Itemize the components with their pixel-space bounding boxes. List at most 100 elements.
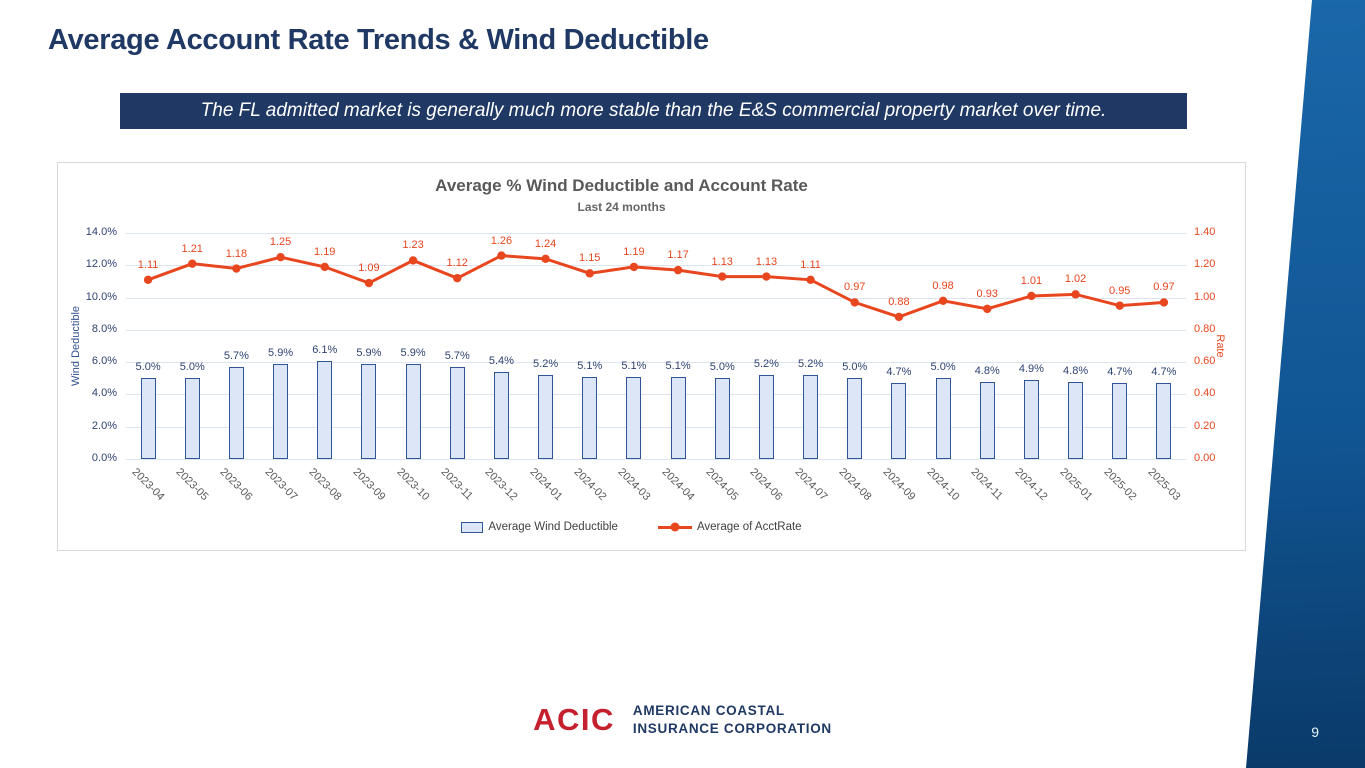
bar-value-label: 5.1% (577, 359, 603, 372)
wind-deductible-bar (1156, 383, 1172, 459)
bar-value-label: 5.0% (930, 361, 956, 374)
wind-deductible-bar (140, 378, 156, 459)
line-swatch-icon (657, 522, 692, 532)
line-point (806, 275, 815, 285)
x-axis-label: 2023-04 (129, 466, 167, 504)
line-marker-icon (670, 522, 680, 532)
line-point (408, 256, 418, 265)
gridline (126, 329, 1186, 331)
bar-swatch-icon (461, 521, 484, 533)
line-value-label: 0.98 (932, 279, 954, 292)
chart-plot-layer: 14.0% 1.40 12.0% 1.20 10.0% 1.00 8.0% 0.80 6.0% 0… (58, 163, 1245, 550)
x-axis-label: 2024-04 (659, 466, 697, 504)
line-value-label: 1.02 (1064, 273, 1087, 286)
right-axis-tick: 0.40 (1194, 387, 1216, 400)
right-axis-tick: 1.20 (1194, 258, 1216, 271)
line-point (1027, 291, 1036, 301)
x-axis-label: 2024-08 (836, 466, 874, 504)
key-message-text: The FL admitted market is generally much… (200, 100, 1107, 121)
wind-deductible-bar (714, 378, 730, 459)
right-axis-tick: 0.60 (1194, 355, 1216, 368)
x-axis-label: 2024-02 (571, 466, 609, 504)
line-point (585, 269, 594, 278)
x-axis-label: 2023-09 (350, 466, 388, 504)
line-value-label: 1.15 (579, 252, 601, 265)
x-axis-label: 2024-11 (968, 466, 1006, 503)
x-axis-label: 2024-05 (703, 466, 741, 504)
wind-deductible-bar (582, 376, 598, 459)
line-point (541, 254, 550, 264)
bar-value-label: 4.9% (1018, 362, 1044, 375)
line-point (276, 253, 285, 262)
left-axis-tick: 0.0% (91, 452, 117, 464)
x-axis-label: 2023-11 (438, 466, 476, 503)
line-value-label: 1.23 (402, 239, 424, 252)
line-point (983, 304, 992, 314)
bar-value-label: 5.0% (179, 361, 205, 374)
wind-deductible-bar (670, 376, 686, 459)
line-point (762, 272, 771, 281)
gridline (126, 297, 1186, 299)
company-name: AMERICAN COASTAL INSURANCE CORPORATION (633, 702, 832, 737)
bar-value-label: 5.7% (223, 349, 249, 362)
company-name-line1: AMERICAN COASTAL (632, 703, 785, 719)
bar-value-label: 5.2% (753, 358, 779, 371)
x-axis-label: 2024-06 (747, 466, 785, 504)
x-axis-label: 2024-09 (880, 466, 918, 504)
x-axis-label: 2023-05 (173, 466, 211, 504)
left-axis-tick: 14.0% (85, 226, 117, 238)
gridline (126, 394, 1186, 396)
line-point (938, 296, 948, 305)
bar-value-label: 4.7% (1151, 366, 1177, 379)
line-value-label: 1.11 (137, 258, 159, 271)
wind-deductible-bar (184, 378, 200, 459)
line-point (718, 272, 727, 281)
line-point (629, 262, 639, 272)
line-value-label: 0.97 (844, 281, 866, 294)
left-axis-tick: 10.0% (85, 290, 117, 303)
x-axis-label: 2023-06 (217, 466, 255, 504)
wind-deductible-bar (891, 383, 907, 459)
bar-value-label: 5.0% (135, 361, 161, 374)
wind-deductible-bar (405, 363, 421, 459)
x-axis-label: 2024-01 (527, 466, 565, 504)
gridline (126, 426, 1186, 428)
line-value-label: 1.18 (225, 247, 248, 260)
wind-deductible-bar (538, 375, 554, 459)
wind-deductible-bar (449, 366, 465, 459)
x-axis-label: 2024-12 (1012, 466, 1050, 504)
line-point (673, 265, 683, 275)
right-axis-tick: 1.00 (1194, 290, 1216, 303)
combo-chart: Average % Wind Deductible and Account Ra… (57, 162, 1246, 551)
bar-value-label: 4.8% (1063, 364, 1089, 377)
bar-value-label: 5.2% (798, 358, 824, 371)
bar-value-label: 5.1% (621, 359, 647, 372)
x-axis-label: 2024-07 (792, 466, 830, 504)
line-value-label: 1.17 (667, 249, 689, 262)
legend-item-wind-deductible: Average Wind Deductible (461, 521, 618, 533)
legend-label-wind-deductible: Average Wind Deductible (488, 521, 618, 533)
acct-rate-line (143, 251, 1169, 322)
x-axis-label: 2025-01 (1057, 466, 1095, 504)
line-value-label: 0.97 (1153, 281, 1175, 294)
wind-deductible-bar (1068, 381, 1084, 459)
chart-legend: Average Wind Deductible Average of AcctR… (58, 521, 1205, 533)
bar-value-label: 5.4% (488, 354, 514, 367)
x-axis-label: 2025-02 (1101, 466, 1139, 504)
line-point (232, 264, 241, 273)
wind-deductible-bar (847, 378, 863, 459)
line-value-label: 1.26 (490, 234, 513, 247)
corner-accent-shape (1246, 0, 1365, 768)
line-value-label: 0.95 (1109, 284, 1131, 297)
right-axis-tick: 1.40 (1194, 226, 1216, 238)
gridline (126, 362, 1186, 364)
bar-value-label: 5.7% (444, 349, 470, 362)
page-number: 9 (1311, 724, 1319, 740)
gridline (126, 265, 1186, 267)
x-axis-label: 2024-03 (615, 466, 653, 504)
chart-title: Average % Wind Deductible and Account Ra… (435, 176, 808, 195)
gridline (126, 459, 1186, 460)
wind-deductible-bar (758, 375, 774, 459)
line-value-label: 1.13 (755, 255, 778, 268)
legend-label-acct-rate: Average of AcctRate (696, 521, 802, 533)
